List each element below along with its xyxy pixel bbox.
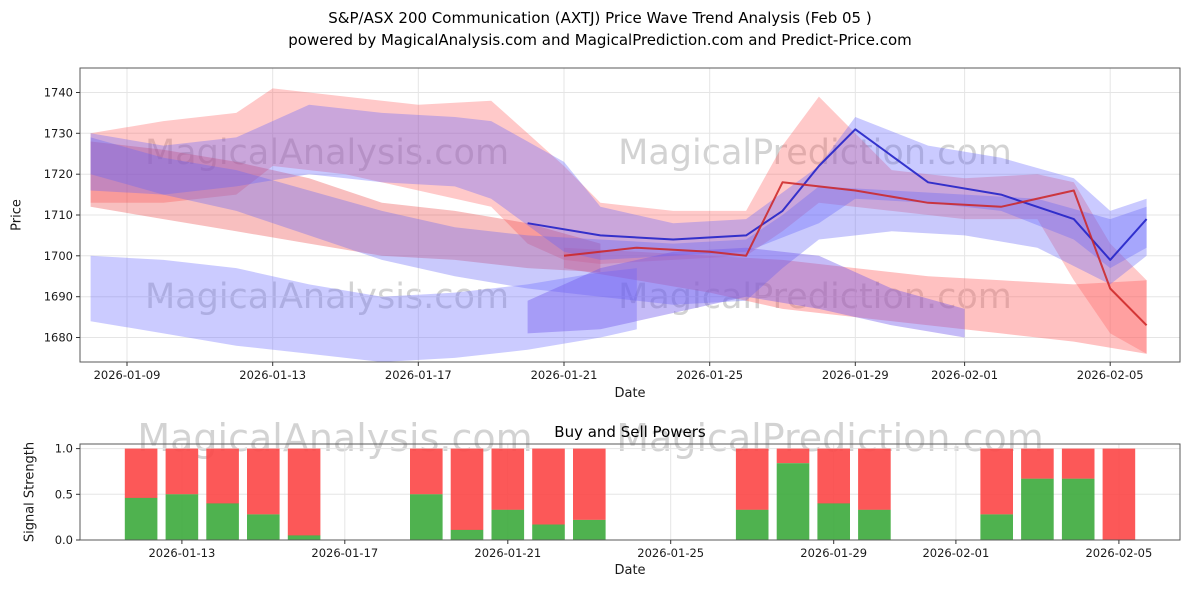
y-tick-label: 1690 — [44, 290, 73, 304]
sell-bar — [980, 448, 1013, 515]
buy-bar — [532, 524, 565, 540]
x-tick-label: 2026-01-17 — [311, 546, 378, 560]
buy-bar — [573, 519, 606, 540]
sell-bar — [817, 448, 850, 504]
buy-bar — [735, 509, 769, 540]
sell-bar — [165, 448, 199, 495]
x-tick-label: 2026-01-13 — [148, 546, 215, 560]
y-tick-label: 1710 — [44, 208, 73, 222]
buy-bar — [817, 503, 850, 540]
band-red-upper — [90, 88, 1147, 354]
buy-bar — [858, 509, 891, 540]
sell-bar — [573, 448, 606, 520]
y-tick-label: 1.0 — [55, 442, 73, 456]
sell-bar — [287, 448, 321, 536]
x-tick-label: 2026-02-05 — [1077, 368, 1144, 382]
buy-bar — [287, 535, 321, 540]
buy-bar — [165, 494, 199, 540]
buy-bar — [410, 494, 443, 540]
sell-bar — [1021, 448, 1054, 479]
x-tick-label: 2026-01-21 — [474, 546, 541, 560]
buy-bar — [980, 514, 1013, 540]
x-tick-label: 2026-02-01 — [922, 546, 989, 560]
x-tick-label: 2026-01-21 — [531, 368, 598, 382]
x-tick-label: 2026-01-29 — [822, 368, 889, 382]
watermark-prediction-top: MagicalPrediction.com — [618, 133, 1012, 173]
sell-bar — [1102, 448, 1136, 540]
buy-bar — [1021, 478, 1054, 540]
power-chart-title: Buy and Sell Powers — [554, 423, 706, 441]
x-tick-label: 2026-02-01 — [931, 368, 998, 382]
sell-bar — [124, 448, 158, 498]
sell-bar — [247, 448, 280, 515]
y-tick-label: 0.0 — [55, 533, 73, 547]
buy-bar — [124, 497, 158, 540]
price-axis-label: Price — [9, 199, 25, 231]
line-blue-forecast — [527, 128, 1148, 261]
x-tick-label: 2026-01-29 — [800, 546, 867, 560]
power-xaxis-label: Date — [614, 563, 646, 578]
line-red-forecast — [563, 181, 1148, 327]
x-tick-label: 2026-01-09 — [94, 368, 161, 382]
buy-bar — [491, 509, 525, 540]
figure-subtitle: powered by MagicalAnalysis.com and Magic… — [288, 31, 912, 49]
figure-title: S&P/ASX 200 Communication (AXTJ) Price W… — [328, 9, 872, 27]
sell-bar — [735, 448, 769, 510]
sell-bar — [410, 448, 443, 495]
buy-bar — [776, 463, 810, 540]
plot-border — [79, 443, 1181, 541]
x-tick-label: 2026-02-05 — [1085, 546, 1152, 560]
x-tick-label: 2026-01-25 — [676, 368, 743, 382]
band-purple-mid — [527, 247, 965, 338]
buy-bar — [247, 514, 280, 540]
band-blue-mid — [90, 137, 1147, 305]
watermark-analysis-top: MagicalAnalysis.com — [145, 133, 509, 173]
y-tick-label: 1700 — [44, 249, 73, 263]
buy-bar — [206, 503, 239, 540]
band-red-mid-left — [90, 141, 601, 273]
sell-bar — [450, 448, 484, 530]
sell-bar — [206, 448, 239, 504]
buy-bar — [450, 529, 484, 540]
y-tick-label: 1680 — [44, 331, 73, 345]
y-tick-label: 1720 — [44, 167, 73, 181]
sell-bar — [491, 448, 525, 510]
x-tick-label: 2026-01-25 — [637, 546, 704, 560]
price-chart: 2026-01-09 2026-01-13 2026-01-17 2026-01-21… — [44, 67, 1181, 382]
band-blue-upper — [90, 104, 1147, 269]
y-tick-label: 1730 — [44, 126, 73, 140]
signal-strength-axis-label: Signal Strength — [22, 441, 38, 543]
sell-bar — [1061, 448, 1095, 479]
x-tick-label: 2026-01-17 — [385, 368, 452, 382]
y-tick-label: 0.5 — [55, 487, 73, 501]
sell-bar — [776, 448, 810, 464]
band-red-lower-right — [564, 247, 1147, 354]
sell-bar — [858, 448, 891, 510]
sell-bar — [532, 448, 565, 525]
price-xaxis-label: Date — [614, 386, 646, 401]
x-tick-label: 2026-01-13 — [239, 368, 306, 382]
y-tick-label: 1740 — [44, 86, 73, 100]
band-blue-lower-left — [90, 255, 637, 362]
power-chart: 2026-01-13 2026-01-17 2026-01-21 2026-01-25… — [55, 442, 1181, 560]
buy-bar — [1061, 478, 1095, 540]
